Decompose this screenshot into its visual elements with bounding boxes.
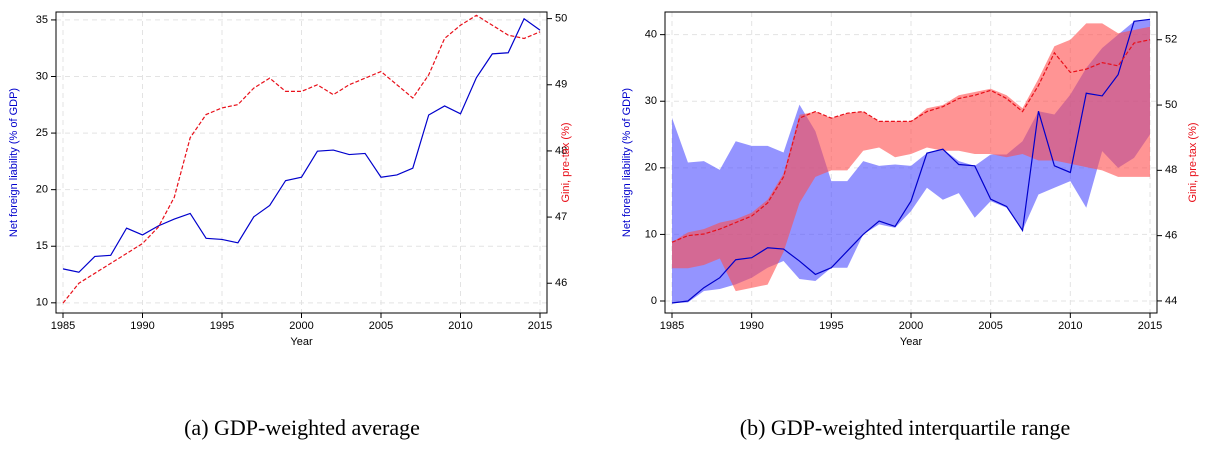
- plot-frame: [664, 11, 1158, 314]
- y2-tick-label: 52: [1165, 34, 1177, 46]
- y2-tick-label: 44: [1165, 295, 1177, 307]
- x-tick-label: 2000: [289, 320, 313, 332]
- y-axis-label: Net foreign liability (% of GDP): [621, 88, 633, 237]
- y-tick-label: 25: [36, 127, 48, 139]
- y-tick-label: 20: [645, 162, 657, 174]
- x-tick-label: 2010: [448, 320, 472, 332]
- x-tick-label: 2015: [528, 320, 552, 332]
- y-tick-label: 0: [651, 295, 657, 307]
- band: [672, 19, 1150, 304]
- line: [62, 17, 541, 273]
- y2-tick-label: 49: [555, 79, 567, 91]
- y2-tick-label: 46: [1165, 230, 1177, 242]
- y-axis-label: Net foreign liability (% of GDP): [8, 88, 20, 237]
- x-tick-label: 1985: [660, 320, 684, 332]
- panel: 1985 1990 1995 2000 2005 2010 2015 0 10 20 30 40 44 4…: [621, 11, 1199, 440]
- line: [671, 18, 1151, 304]
- x-tick-label: 2005: [978, 320, 1002, 332]
- caption: (a) GDP-weighted average: [184, 415, 420, 440]
- x-axis-label: Year: [290, 336, 313, 348]
- y2-axis-label: Gini, pre-tax (%): [1187, 122, 1199, 202]
- y-tick-label: 40: [645, 29, 657, 41]
- panel: 1985 1990 1995 2000 2005 2010 2015 10 15 20 25 30 35…: [8, 11, 572, 440]
- caption: (b) GDP-weighted interquartile range: [740, 415, 1071, 440]
- y2-tick-label: 47: [555, 211, 567, 223]
- y-tick-label: 30: [36, 70, 48, 82]
- x-tick-label: 2015: [1138, 320, 1162, 332]
- x-axis-label: Year: [900, 336, 923, 348]
- y2-tick-label: 50: [1165, 99, 1177, 111]
- x-tick-label: 2000: [899, 320, 923, 332]
- x-tick-label: 1990: [130, 320, 154, 332]
- y-tick-label: 10: [645, 228, 657, 240]
- x-tick-label: 2010: [1058, 320, 1082, 332]
- y2-tick-label: 48: [555, 145, 567, 157]
- y-tick-label: 10: [36, 297, 48, 309]
- y2-tick-label: 48: [1165, 164, 1177, 176]
- y-tick-label: 15: [36, 240, 48, 252]
- line: [62, 14, 541, 304]
- y-tick-label: 35: [36, 14, 48, 26]
- x-tick-label: 1985: [51, 320, 75, 332]
- x-tick-label: 2005: [369, 320, 393, 332]
- y2-tick-label: 50: [555, 13, 567, 25]
- y-tick-label: 30: [645, 95, 657, 107]
- x-tick-label: 1995: [210, 320, 234, 332]
- x-tick-label: 1990: [739, 320, 763, 332]
- band: [672, 23, 1150, 292]
- x-tick-label: 1995: [819, 320, 843, 332]
- y2-tick-label: 46: [555, 277, 567, 289]
- plot-frame: [55, 11, 548, 314]
- y2-axis-label: Gini, pre-tax (%): [560, 122, 572, 202]
- y-tick-label: 20: [36, 184, 48, 196]
- line: [671, 39, 1151, 243]
